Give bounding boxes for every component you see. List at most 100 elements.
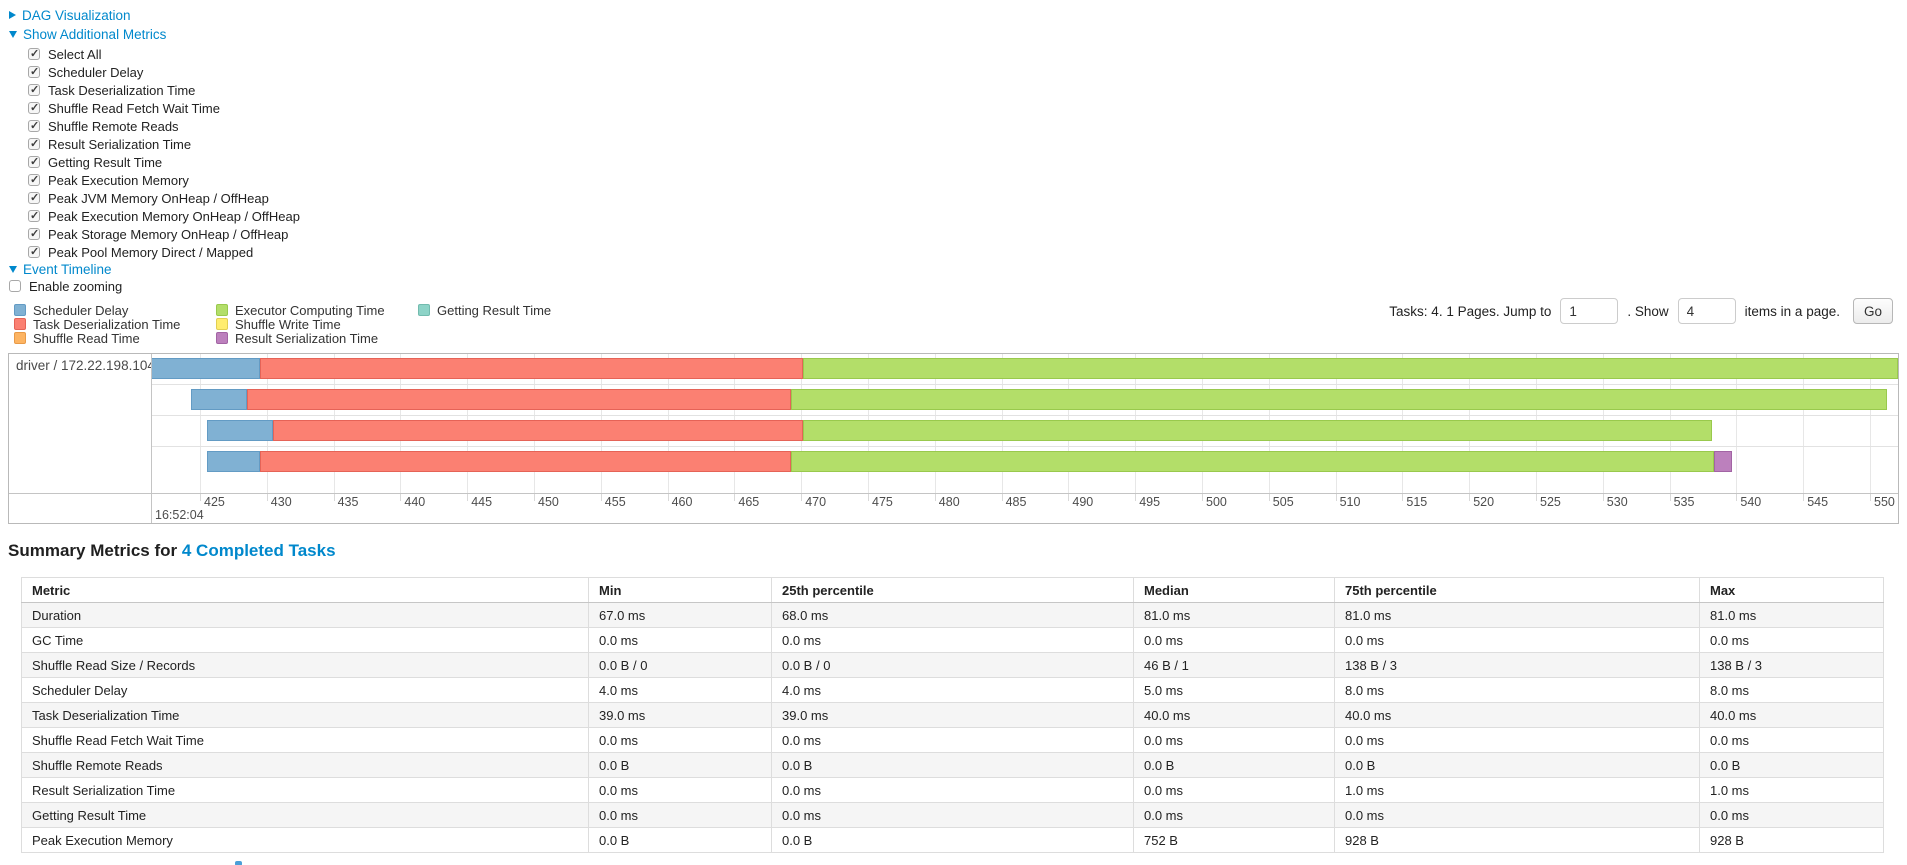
toggle-event-timeline[interactable]: Event Timeline bbox=[9, 261, 112, 277]
legend-item-getting-result-time: Getting Result Time bbox=[418, 303, 551, 318]
tick-label-425: 425 bbox=[204, 495, 225, 509]
summary-header-metric: Metric bbox=[21, 577, 589, 603]
metric-checkbox-row-shuffle-remote-reads: Shuffle Remote Reads bbox=[28, 117, 300, 135]
checkbox-label-getting-result-time[interactable]: Getting Result Time bbox=[48, 154, 163, 170]
checkbox-peak-execution-memory[interactable] bbox=[28, 173, 40, 186]
checkbox-scheduler-delay[interactable] bbox=[28, 65, 40, 78]
summary-title-prefix: Summary Metrics for bbox=[8, 541, 178, 560]
toggle-show-additional-metrics-label[interactable]: Show Additional Metrics bbox=[23, 26, 167, 42]
checkbox-select-all[interactable] bbox=[28, 47, 40, 60]
checkbox-label-peak-pool-memory-direct-mapped[interactable]: Peak Pool Memory Direct / Mapped bbox=[48, 244, 254, 260]
checkbox-label-scheduler-delay[interactable]: Scheduler Delay bbox=[48, 64, 144, 80]
enable-zooming-row: Enable zooming bbox=[9, 277, 122, 295]
legend-label-result_serialization: Result Serialization Time bbox=[235, 330, 379, 346]
tick-label-460: 460 bbox=[671, 495, 693, 509]
tick-label-520: 520 bbox=[1473, 495, 1495, 509]
chevron-right-icon[interactable] bbox=[9, 11, 16, 19]
tick-label-545: 545 bbox=[1807, 495, 1829, 509]
metric-checkbox-row-peak-jvm-memory-onheap-offheap: Peak JVM Memory OnHeap / OffHeap bbox=[28, 189, 300, 207]
jump-to-page-input[interactable] bbox=[1560, 298, 1619, 324]
checkbox-label-shuffle-remote-reads[interactable]: Shuffle Remote Reads bbox=[48, 118, 179, 134]
axis-base-time-label: 16:52:04 bbox=[155, 508, 204, 522]
enable-zooming-checkbox[interactable] bbox=[9, 280, 21, 292]
checkbox-label-peak-execution-memory[interactable]: Peak Execution Memory bbox=[48, 172, 189, 188]
task-row-3-executor-computing-bar[interactable] bbox=[802, 420, 1713, 441]
timeline-legend: Scheduler Delay Task Deserialization Time… bbox=[14, 302, 575, 346]
tick-460 bbox=[667, 494, 669, 501]
tick-435 bbox=[333, 494, 335, 501]
tick-label-550: 550 bbox=[1874, 495, 1895, 509]
legend-label-shuffle_read: Shuffle Read Time bbox=[33, 330, 140, 346]
go-button[interactable]: Go bbox=[1852, 298, 1893, 324]
summary-header-min: Min bbox=[588, 577, 772, 603]
items-per-page-input[interactable] bbox=[1677, 298, 1736, 324]
task-row-4-executor-computing-bar[interactable] bbox=[790, 451, 1714, 472]
task-row-4-task-deserialization-bar[interactable] bbox=[260, 451, 791, 472]
tick-485 bbox=[1001, 494, 1003, 501]
toggle-dag-visualization[interactable]: DAG Visualization bbox=[9, 7, 131, 23]
legend-column-2: Executor Computing Time Shuffle Write Tim… bbox=[216, 302, 394, 346]
checkbox-label-result-serialization-time[interactable]: Result Serialization Time bbox=[48, 136, 192, 152]
task-row-2-executor-computing-bar[interactable] bbox=[790, 389, 1888, 410]
tick-455 bbox=[600, 494, 602, 501]
summary-cell-max: 0.0 B bbox=[1699, 752, 1884, 778]
chevron-down-icon[interactable] bbox=[9, 30, 17, 38]
task-row-1-scheduler-delay-bar[interactable] bbox=[152, 358, 261, 379]
tick-label-475: 475 bbox=[872, 495, 893, 509]
task-row-4-scheduler-delay-bar[interactable] bbox=[206, 451, 261, 472]
toggle-event-timeline-label[interactable]: Event Timeline bbox=[23, 261, 112, 277]
checkbox-peak-storage-memory-onheap-offheap[interactable] bbox=[28, 227, 40, 240]
chevron-down-icon[interactable] bbox=[9, 265, 17, 273]
summary-cell-max: 1.0 ms bbox=[1699, 777, 1884, 803]
checkbox-shuffle-remote-reads[interactable] bbox=[28, 119, 40, 132]
summary-metric-name: Peak Execution Memory bbox=[21, 827, 589, 853]
pagination-suffix-text: items in a page. bbox=[1744, 303, 1840, 319]
task-row-1-executor-computing-bar[interactable] bbox=[802, 358, 1898, 379]
legend-label-executor_computing: Executor Computing Time bbox=[235, 302, 385, 318]
checkbox-peak-jvm-memory-onheap-offheap[interactable] bbox=[28, 191, 40, 204]
summary-cell-25th-percentile: 0.0 B / 0 bbox=[771, 652, 1134, 678]
gridline-550 bbox=[1870, 354, 1871, 493]
checkbox-label-peak-execution-memory-onheap-offheap[interactable]: Peak Execution Memory OnHeap / OffHeap bbox=[48, 208, 300, 224]
checkbox-getting-result-time[interactable] bbox=[28, 155, 40, 168]
checkbox-label-task-deserialization-time[interactable]: Task Deserialization Time bbox=[48, 82, 196, 98]
checkbox-peak-execution-memory-onheap-offheap[interactable] bbox=[28, 209, 40, 222]
summary-cell-min: 39.0 ms bbox=[588, 702, 772, 728]
enable-zooming-label[interactable]: Enable zooming bbox=[29, 278, 123, 294]
task-row-4-result-serialization-bar[interactable] bbox=[1713, 451, 1733, 472]
toggle-dag-visualization-label[interactable]: DAG Visualization bbox=[22, 7, 131, 23]
tick-490 bbox=[1068, 494, 1070, 501]
tick-465 bbox=[734, 494, 736, 501]
checkbox-label-shuffle-read-fetch-wait-time[interactable]: Shuffle Read Fetch Wait Time bbox=[48, 100, 220, 116]
metric-checkbox-row-task-deserialization-time: Task Deserialization Time bbox=[28, 81, 300, 99]
checkbox-label-peak-jvm-memory-onheap-offheap[interactable]: Peak JVM Memory OnHeap / OffHeap bbox=[48, 190, 269, 206]
legend-item-shuffle-write-time: Shuffle Write Time bbox=[216, 317, 394, 332]
summary-cell-median: 0.0 ms bbox=[1133, 777, 1335, 803]
completed-tasks-link[interactable]: 4 Completed Tasks bbox=[181, 541, 336, 560]
checkbox-label-peak-storage-memory-onheap-offheap[interactable]: Peak Storage Memory OnHeap / OffHeap bbox=[48, 226, 289, 242]
tick-510 bbox=[1335, 494, 1337, 501]
task-row-2-scheduler-delay-bar[interactable] bbox=[190, 389, 247, 410]
checkbox-result-serialization-time[interactable] bbox=[28, 137, 40, 150]
task-row-3-scheduler-delay-bar[interactable] bbox=[206, 420, 274, 441]
task-row-2-task-deserialization-bar[interactable] bbox=[246, 389, 791, 410]
summary-cell-max: 928 B bbox=[1699, 827, 1884, 853]
tick-label-435: 435 bbox=[337, 495, 359, 509]
summary-cell-75th-percentile: 81.0 ms bbox=[1334, 602, 1700, 628]
checkbox-label-select-all[interactable]: Select All bbox=[48, 46, 102, 62]
checkbox-peak-pool-memory-direct-mapped[interactable] bbox=[28, 245, 40, 258]
summary-metric-name: Getting Result Time bbox=[21, 802, 589, 828]
summary-cell-25th-percentile: 4.0 ms bbox=[771, 677, 1134, 703]
tick-label-495: 495 bbox=[1139, 495, 1161, 509]
tick-475 bbox=[868, 494, 869, 501]
metric-checkbox-row-peak-execution-memory: Peak Execution Memory bbox=[28, 171, 300, 189]
summary-cell-median: 46 B / 1 bbox=[1133, 652, 1335, 678]
summary-metric-name: Shuffle Read Size / Records bbox=[21, 652, 589, 678]
checkbox-task-deserialization-time[interactable] bbox=[28, 83, 40, 96]
toggle-show-additional-metrics[interactable]: Show Additional Metrics bbox=[9, 26, 166, 42]
task-row-1-task-deserialization-bar[interactable] bbox=[260, 358, 803, 379]
summary-row-shuffle-remote-reads: Shuffle Remote Reads 0.0 B 0.0 B 0.0 B 0.0 B… bbox=[21, 752, 1884, 778]
task-row-3-task-deserialization-bar[interactable] bbox=[273, 420, 803, 441]
tick-label-505: 505 bbox=[1272, 495, 1294, 509]
checkbox-shuffle-read-fetch-wait-time[interactable] bbox=[28, 101, 40, 114]
